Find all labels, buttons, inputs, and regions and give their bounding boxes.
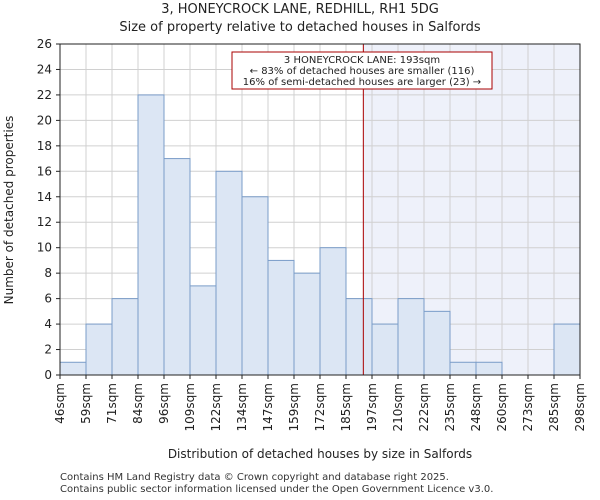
x-tick-label: 46sqm [53,383,67,424]
footer-line-1: Contains HM Land Registry data © Crown c… [60,472,449,483]
y-tick-label: 0 [44,368,52,382]
y-axis-label: Number of detached properties [2,116,16,305]
y-tick-label: 14 [37,190,52,204]
histogram-bar [293,272,321,376]
x-tick-label: 210sqm [391,383,405,431]
y-tick-label: 12 [37,215,52,229]
x-tick-label: 298sqm [573,383,587,431]
histogram-bar [267,259,295,376]
annotation-line2: ← 83% of detached houses are smaller (11… [250,66,475,77]
x-tick-label: 185sqm [339,383,353,431]
x-tick-label: 147sqm [261,383,275,431]
histogram-bar [397,298,425,376]
y-tick-label: 22 [37,88,52,102]
x-tick-label: 122sqm [209,383,223,431]
x-tick-label: 285sqm [547,383,561,431]
x-tick-label: 84sqm [131,383,145,424]
y-tick-label: 10 [37,241,52,255]
histogram-bar [241,196,269,376]
y-tick-label: 24 [37,62,52,76]
histogram-bar [475,361,503,376]
x-tick-label: 235sqm [443,383,457,431]
y-tick-label: 16 [37,164,52,178]
y-tick-label: 26 [37,37,52,51]
annotation-line1: 3 HONEYCROCK LANE: 193sqm [284,55,440,66]
histogram-bar [319,247,347,376]
annotation-line3: 16% of semi-detached houses are larger (… [243,77,481,88]
histogram-bar [553,323,581,376]
x-tick-label: 109sqm [183,383,197,431]
x-tick-label: 273sqm [521,383,535,431]
x-tick-label: 59sqm [79,383,93,424]
y-tick-label: 2 [44,343,52,357]
histogram-bar [449,361,477,376]
histogram-bar [215,170,243,376]
histogram-bar [423,310,451,376]
annotation-box [231,51,493,90]
x-tick-label: 222sqm [417,383,431,431]
footer-line-2: Contains public sector information licen… [60,484,494,495]
x-tick-label: 96sqm [157,383,171,424]
footer-attribution: Contains HM Land Registry data © Crown c… [60,472,493,496]
x-tick-label: 172sqm [313,383,327,431]
y-tick-label: 20 [37,113,52,127]
histogram-bar [371,323,399,376]
x-tick-label: 197sqm [365,383,379,431]
histogram-bar [345,298,373,376]
x-tick-label: 71sqm [105,383,119,424]
x-axis-label: Distribution of detached houses by size … [168,447,472,461]
y-tick-label: 4 [44,317,52,331]
histogram-bar [137,94,165,376]
x-tick-label: 134sqm [235,383,249,431]
y-tick-label: 18 [37,139,52,153]
y-tick-label: 6 [44,292,52,306]
x-tick-label: 159sqm [287,383,301,431]
histogram-bar [111,298,139,376]
histogram-bar [189,285,217,376]
x-tick-label: 260sqm [495,383,509,431]
histogram-bar [163,158,191,376]
chart-subtitle: Size of property relative to detached ho… [119,20,481,35]
y-tick-label: 8 [44,266,52,280]
chart-title: 3, HONEYCROCK LANE, REDHILL, RH1 5DG [161,2,439,17]
histogram-bar [85,323,113,376]
x-tick-label: 248sqm [469,383,483,431]
histogram-bar [59,361,87,376]
